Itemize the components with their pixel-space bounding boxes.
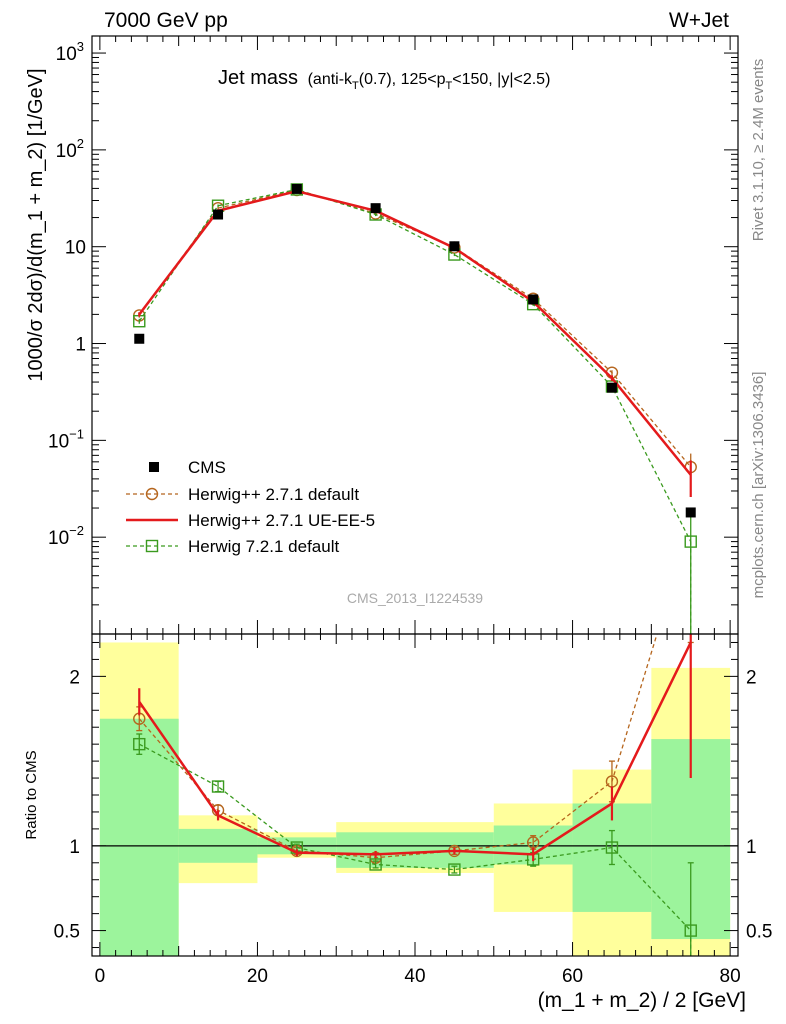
y-tick-label: 1 xyxy=(75,335,86,356)
x-axis-label: (m_1 + m_2) / 2 [GeV] xyxy=(538,989,746,1012)
y-tick-label: 10−2 xyxy=(48,523,84,549)
ratio-data-point xyxy=(369,858,382,871)
chart-title-main: Jet mass xyxy=(218,67,298,89)
legend-marker xyxy=(145,539,159,553)
y-tick-label: 10−1 xyxy=(48,426,84,452)
x-tick-label: 0 xyxy=(95,966,106,987)
ratio-plot-frame xyxy=(91,633,739,957)
data-point xyxy=(528,294,539,305)
legend: CMS Herwig++ 2.7.1 default Herwig++ 2.7.1 … xyxy=(126,458,375,556)
ratio-data-point xyxy=(448,863,461,876)
series-line xyxy=(138,189,692,468)
ratio-y-tick-label: 0.5 xyxy=(54,922,80,943)
data-point xyxy=(684,535,697,548)
ratio-plot-panel: 0.5 0.51 12 20 20 40 60 80 Ratio to CMS (m_1 + … xyxy=(23,633,772,1012)
rivet-version-label: Rivet 3.1.10, ≥ 2.4M events xyxy=(750,59,767,242)
legend-label: Herwig++ 2.7.1 default xyxy=(188,485,359,504)
x-tick-label: 40 xyxy=(404,966,425,987)
legend-label: CMS xyxy=(188,458,226,477)
series-cms xyxy=(134,183,696,518)
ratio-y-tick-label-right: 2 xyxy=(746,667,757,688)
legend-label: Herwig++ 2.7.1 UE-EE-5 xyxy=(188,511,375,530)
data-point xyxy=(685,507,696,518)
ratio-series-line xyxy=(138,634,658,859)
ratio-data-point xyxy=(211,780,225,793)
x-tick-label: 60 xyxy=(562,966,583,987)
series-line xyxy=(138,189,692,476)
ratio-y-tick-label-right: 1 xyxy=(746,837,757,858)
ratio-y-tick-label-right: 0.5 xyxy=(746,922,772,943)
series-herwig-2-7-1-ue-ee-5 xyxy=(138,189,692,497)
ratio-series-herwig-2-7-1-ue-ee-5 xyxy=(138,634,692,862)
data-point xyxy=(291,183,302,194)
process-label: W+Jet xyxy=(669,9,729,32)
x-tick-label: 20 xyxy=(247,966,268,987)
data-point xyxy=(370,203,381,214)
chart-title-cuts-2: (0.7), 125<p xyxy=(359,71,446,88)
ratio-series-line xyxy=(138,641,692,856)
ratio-data-point xyxy=(684,924,697,937)
ratio-series-line xyxy=(138,743,692,932)
y-tick-label: 103 xyxy=(56,39,84,65)
y-tick-label: 10 xyxy=(65,238,86,259)
legend-label: Herwig 7.2.1 default xyxy=(188,537,339,556)
ratio-data-point xyxy=(133,737,146,751)
y-axis-label: 1000/σ 2dσ)/d(m_1 + m_2) [1/GeV] xyxy=(25,68,47,381)
data-point xyxy=(606,382,617,393)
ratio-y-tick-label: 1 xyxy=(69,837,80,858)
analysis-id-label: CMS_2013_I1224539 xyxy=(347,590,483,606)
ratio-y-axis-label: Ratio to CMS xyxy=(23,750,40,839)
data-point xyxy=(134,333,145,344)
chart-title-cuts-3: <150, |y|<2.5) xyxy=(452,71,550,88)
chart-title-sub-kt: T xyxy=(352,80,359,92)
data-point xyxy=(449,241,460,252)
chart-title-cuts: (anti-k xyxy=(308,71,353,88)
ratio-y-tick-label: 2 xyxy=(69,667,80,688)
x-tick-label: 80 xyxy=(720,966,741,987)
uncertainty-band-green xyxy=(336,832,494,868)
legend-marker-cms xyxy=(149,462,159,472)
chart-title-sub-pt: T xyxy=(446,80,453,92)
mcplots-label: mcplots.cern.ch [arXiv:1306.3436] xyxy=(750,372,767,599)
series-herwig-7-2-1-default xyxy=(133,183,697,634)
ratio-data-point xyxy=(605,841,619,854)
chart-title: Jet mass (anti-kT(0.7), 125<pT<150, |y|<… xyxy=(218,67,550,92)
data-point xyxy=(213,209,224,220)
energy-label: 7000 GeV pp xyxy=(104,9,228,32)
y-tick-label: 102 xyxy=(56,136,84,162)
legend-marker xyxy=(145,487,159,501)
